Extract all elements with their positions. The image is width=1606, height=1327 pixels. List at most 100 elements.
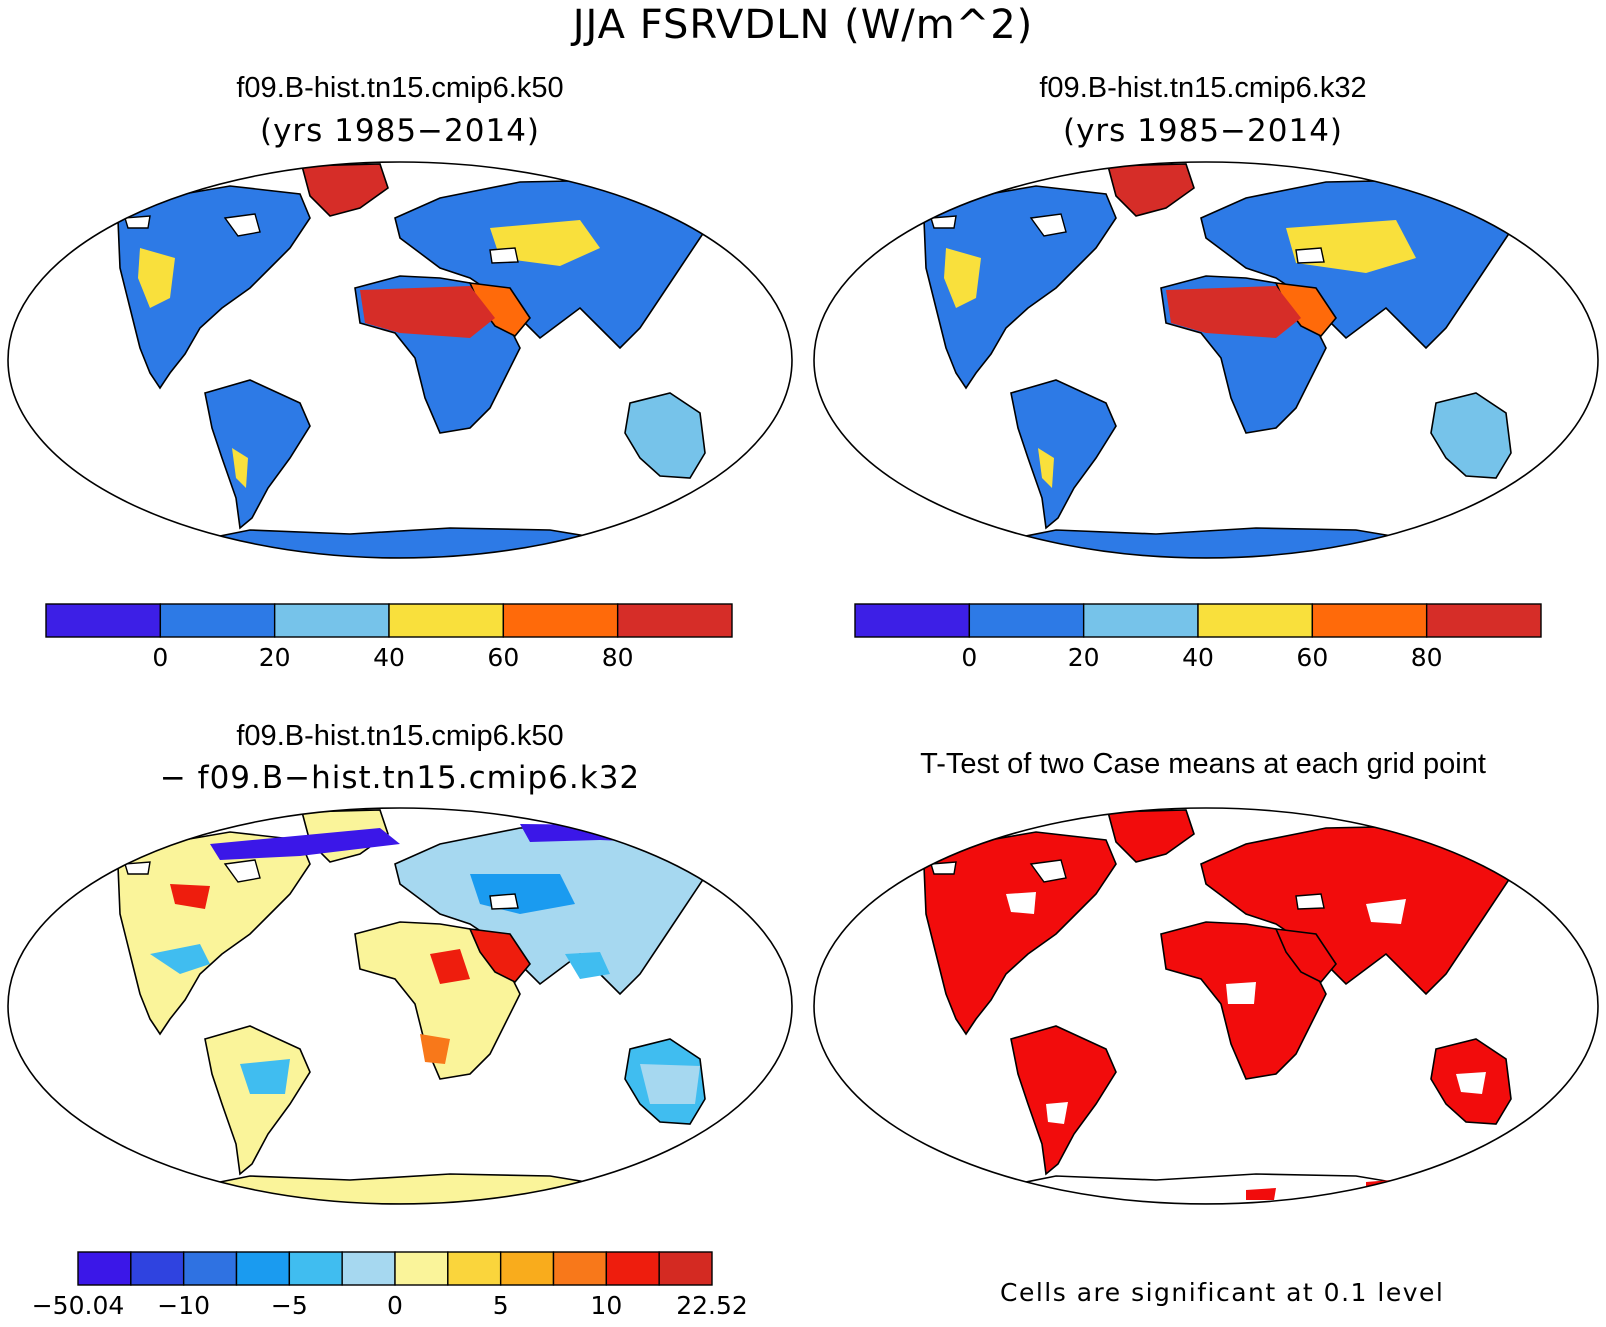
colorbar-swatch [1197,603,1314,638]
map-border [7,807,793,1205]
lake [930,861,957,875]
colorbar-swatch [552,1251,608,1286]
lake [223,213,261,237]
field-region [240,1059,290,1094]
field-region [640,1064,700,1104]
field-region [138,248,175,308]
field-region [944,248,981,308]
map-border [7,161,793,559]
colorbar-swatch [1425,603,1542,638]
colorbar-tick-label: −5 [271,1291,308,1320]
land-greenland [300,163,389,217]
lake [1029,213,1067,237]
colorbar-swatch [968,603,1085,638]
colorbar-diff: −50.04 −10 −5 0 5 10 22.52 [32,1251,748,1320]
colorbar-swatch [1311,603,1428,638]
panel-subtitle-diff: − f09.B−hist.tn15.cmip6.k32 [159,760,641,796]
lake [489,893,519,910]
map-border [813,161,1599,559]
colorbar-tick-label: 80 [1411,643,1443,672]
colorbar-swatch [447,1251,502,1286]
colorbar-swatch [288,1251,343,1286]
land-samerica [1010,1025,1117,1176]
lake [489,247,519,264]
land-australia [624,392,706,479]
field-region [210,828,400,860]
colorbar-tick-label: 60 [487,643,519,672]
panel-title-ttest: T-Test of two Case means at each grid po… [920,748,1486,780]
panel-title-case1: f09.B-hist.tn15.cmip6.k50 [236,72,564,104]
nonsignificant-patch [1366,899,1406,924]
colorbar-swatch [616,603,733,638]
colorbar-swatch [235,1251,291,1286]
field-region [1166,286,1301,338]
colorbar-swatch [499,1251,555,1286]
colorbar-tick-label: 22.52 [676,1291,748,1320]
field-region [420,1034,450,1064]
field-region [490,220,600,266]
colorbar-tick-label: 80 [602,643,634,672]
land-greenland [1106,163,1195,217]
field-region [1038,448,1054,488]
panel-title-diff: f09.B-hist.tn15.cmip6.k50 [236,720,564,752]
colorbar-tick-label: 40 [1182,643,1214,672]
field-region [430,949,470,984]
field-region [360,286,495,338]
colorbar-tick-label: 40 [373,643,405,672]
land-namerica [117,185,311,390]
colorbar-swatch [854,603,971,638]
colorbar-swatch [658,1251,713,1286]
land-arabia [1274,928,1337,983]
nonsignificant-patch [1046,1102,1068,1124]
panel-title-case2: f09.B-hist.tn15.cmip6.k32 [1039,72,1367,104]
colorbar-swatch [388,603,505,638]
panel-subtitle-case2: (yrs 1985−2014) [1062,113,1344,149]
colorbar-swatch [1082,603,1199,638]
panel-subtitle-case1: (yrs 1985−2014) [259,113,541,149]
land-samerica [204,379,311,530]
colorbar-tick-label: 0 [961,643,977,672]
lake [1295,247,1325,264]
colorbar-swatch [45,603,162,638]
field-region [232,448,248,488]
lake [124,861,151,875]
colorbar-swatch [130,1251,185,1286]
colorbar-swatch [605,1251,660,1286]
colorbar-swatch [341,1251,396,1286]
land-arabia [468,928,531,983]
colorbar-swatch [159,603,276,638]
colorbar-swatch [502,603,619,638]
land-namerica [923,185,1117,390]
map-case1 [7,161,793,559]
nonsignificant-patch [1226,982,1256,1004]
significant-patch [1246,1188,1276,1200]
map-diff [7,807,793,1205]
map-border [813,807,1599,1205]
colorbar-tick-label: −10 [157,1291,210,1320]
colorbar-case1: 0 20 40 60 80 [45,603,733,672]
map-case2 [813,161,1599,559]
colorbar-swatch [394,1251,449,1286]
field-region [170,884,210,909]
map-ttest [813,807,1599,1205]
field-region [150,944,210,974]
lake [124,215,151,229]
colorbar-tick-label: 0 [152,643,168,672]
colorbar-swatch [77,1251,132,1286]
colorbar-swatch [273,603,390,638]
colorbar-tick-label: 20 [1068,643,1100,672]
colorbar-tick-label: 10 [590,1291,622,1320]
colorbar-tick-label: 20 [259,643,291,672]
figure-title: JJA FSRVDLN (W/m^2) [572,2,1034,48]
nonsignificant-patch [1006,892,1036,914]
land-africa [354,921,521,1080]
lake [223,859,261,883]
significance-footnote: Cells are significant at 0.1 level [1000,1278,1445,1307]
land-samerica [1010,379,1117,530]
land-namerica [923,831,1117,1036]
colorbar-tick-label: −50.04 [32,1291,125,1320]
lake [1295,893,1325,910]
lake [1029,859,1067,883]
colorbar-tick-label: 60 [1296,643,1328,672]
lake [930,215,957,229]
